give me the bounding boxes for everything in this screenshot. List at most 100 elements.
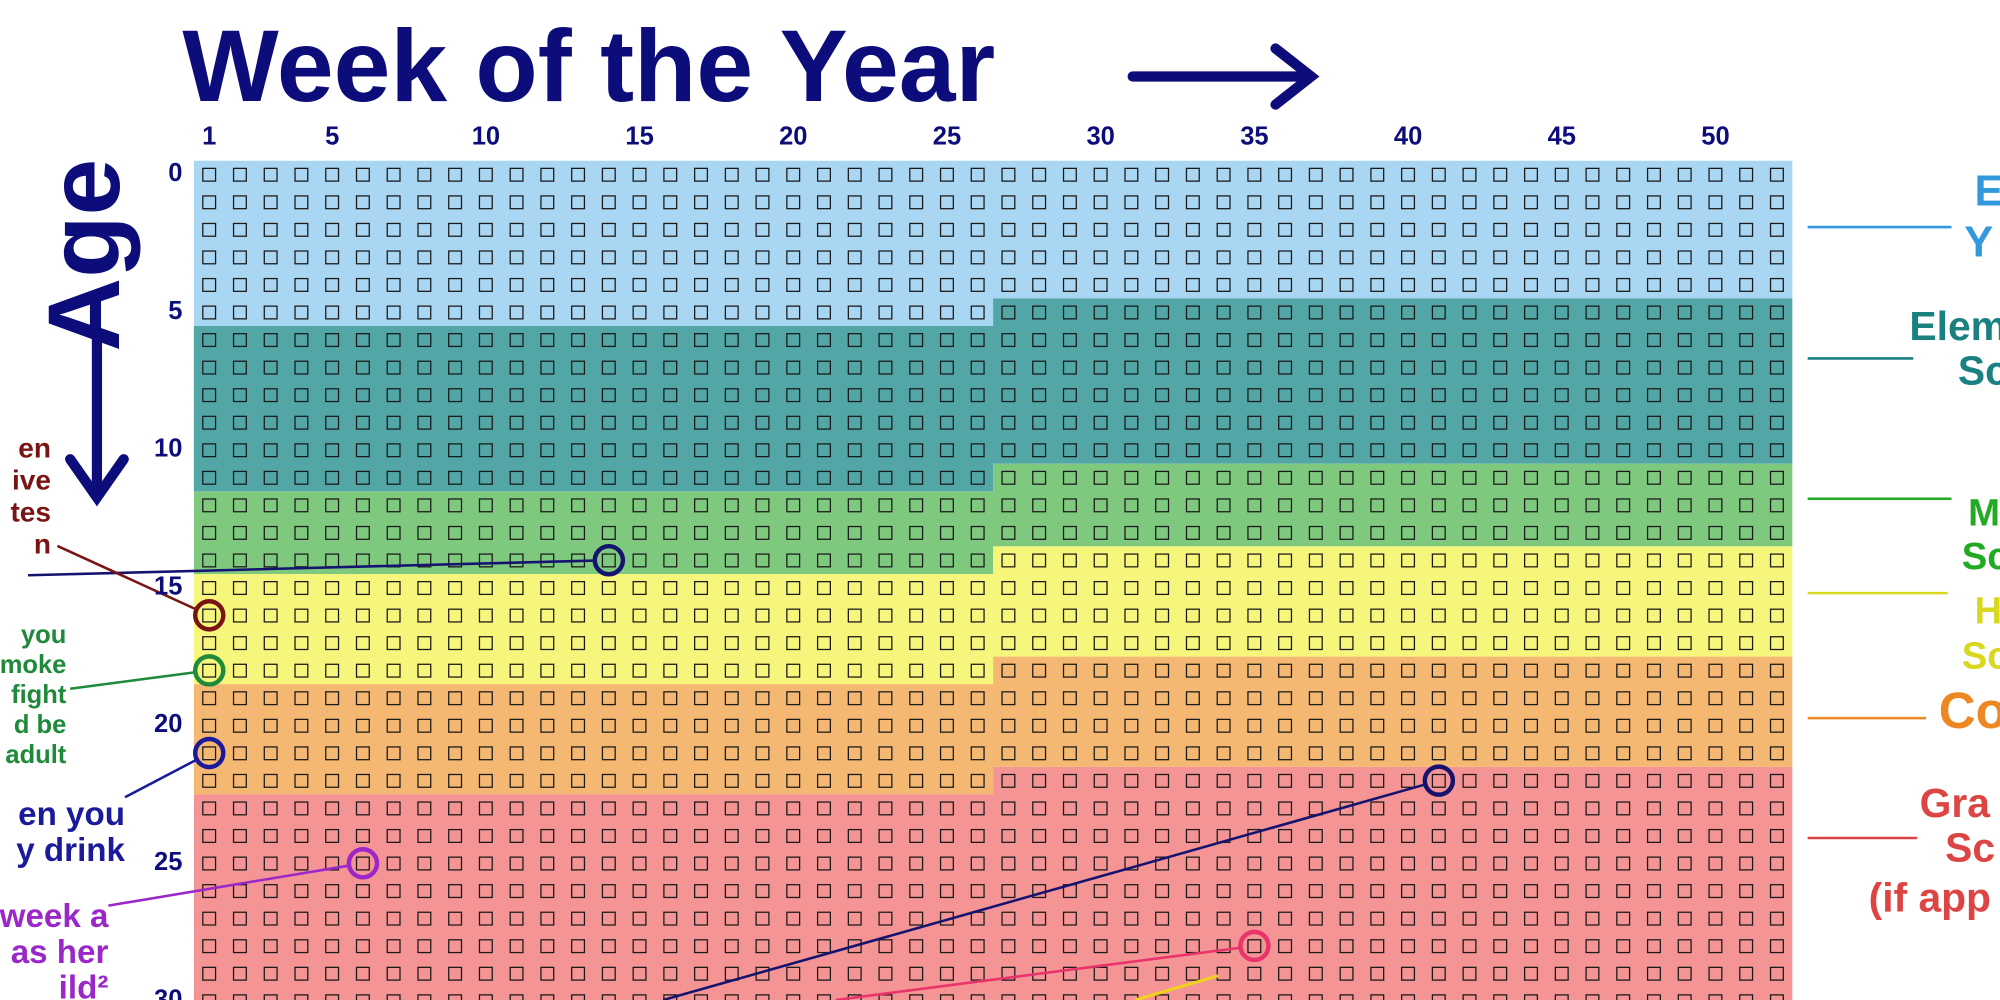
week-cell: [632, 856, 647, 871]
week-cell: [1339, 691, 1354, 706]
week-cell: [601, 305, 616, 320]
week-cell: [1339, 994, 1354, 1000]
week-cell: [1739, 636, 1754, 651]
week-cell: [202, 498, 217, 513]
week-cell: [1278, 939, 1293, 954]
week-cell: [1062, 470, 1077, 485]
annotation-text: as her: [11, 934, 109, 971]
week-cell: [1124, 773, 1139, 788]
week-cell: [478, 360, 493, 375]
week-cell: [540, 250, 555, 265]
week-cell: [1431, 801, 1446, 816]
week-cell: [601, 939, 616, 954]
week-cell: [294, 443, 309, 458]
week-cell: [448, 167, 463, 182]
week-cell: [1739, 884, 1754, 899]
week-cell: [694, 939, 709, 954]
week-cell: [1370, 663, 1385, 678]
week-cell: [1677, 498, 1692, 513]
week-cell: [1739, 415, 1754, 430]
week-cell: [509, 470, 524, 485]
week-cell: [1677, 553, 1692, 568]
week-cell: [847, 856, 862, 871]
week-cell: [325, 360, 340, 375]
week-cell: [294, 333, 309, 348]
week-cell: [1155, 470, 1170, 485]
week-cell: [724, 773, 739, 788]
week-cell: [939, 691, 954, 706]
week-cell: [755, 553, 770, 568]
week-cell: [325, 498, 340, 513]
week-cell: [448, 277, 463, 292]
week-cell: [355, 608, 370, 623]
annotation-text: you: [21, 621, 66, 649]
week-cell: [970, 498, 985, 513]
week-cell: [694, 498, 709, 513]
week-cell: [263, 360, 278, 375]
week-cell: [417, 856, 432, 871]
week-cell: [1185, 333, 1200, 348]
week-cell: [478, 305, 493, 320]
week-cell: [878, 195, 893, 210]
week-cell: [1247, 195, 1262, 210]
week-cell: [1339, 167, 1354, 182]
week-cell: [1308, 856, 1323, 871]
week-cell: [355, 580, 370, 596]
week-cell: [1739, 305, 1754, 320]
week-cell: [1493, 333, 1508, 348]
week-cell: [1677, 746, 1692, 761]
week-cell: [1523, 746, 1539, 761]
week-cell: [1646, 443, 1661, 458]
week-cell: [263, 746, 278, 761]
week-cell: [786, 773, 801, 788]
week-cell: [509, 801, 524, 816]
week-cell: [694, 911, 709, 926]
week-cell: [970, 553, 985, 568]
week-cell: [1339, 415, 1354, 430]
week-cell: [1093, 856, 1108, 871]
week-cell: [970, 663, 985, 678]
leader-line: [108, 864, 350, 907]
week-cell: [1677, 718, 1692, 733]
week-cell: [232, 333, 247, 348]
week-cell: [1708, 443, 1723, 458]
week-cell: [1155, 443, 1170, 458]
week-cell: [448, 746, 463, 761]
week-cell: [1093, 498, 1108, 513]
week-cell: [355, 966, 370, 981]
week-cell: [1708, 636, 1723, 651]
week-cell: [1523, 718, 1539, 733]
week-cell: [909, 663, 924, 678]
week-cell: [1124, 636, 1139, 651]
week-cell: [601, 388, 616, 403]
week-cell: [1370, 470, 1385, 485]
week-cell: [1216, 277, 1231, 292]
week-cell: [571, 994, 586, 1000]
week-cell: [724, 443, 739, 458]
week-cell: [571, 691, 586, 706]
week-cell: [1431, 994, 1446, 1000]
week-cell: [694, 663, 709, 678]
week-cell: [355, 498, 370, 513]
week-cell: [909, 856, 924, 871]
week-cell: [1339, 911, 1354, 926]
week-cell: [1308, 470, 1323, 485]
week-cell: [724, 388, 739, 403]
week-cell: [232, 470, 247, 485]
week-cell: [1401, 222, 1416, 237]
week-cell: [663, 388, 678, 403]
week-cell: [1370, 250, 1385, 265]
week-cell: [939, 305, 954, 320]
week-cell: [1585, 966, 1600, 981]
week-cell: [263, 828, 278, 843]
week-cell: [1708, 911, 1723, 926]
week-cell: [202, 691, 217, 706]
week-cell: [970, 415, 985, 430]
week-cell: [1401, 498, 1416, 513]
week-cell: [1739, 746, 1754, 761]
week-cell: [263, 388, 278, 403]
week-cell: [1247, 884, 1262, 899]
week-cell: [663, 277, 678, 292]
week-cell: [202, 195, 217, 210]
week-cell: [1185, 277, 1200, 292]
